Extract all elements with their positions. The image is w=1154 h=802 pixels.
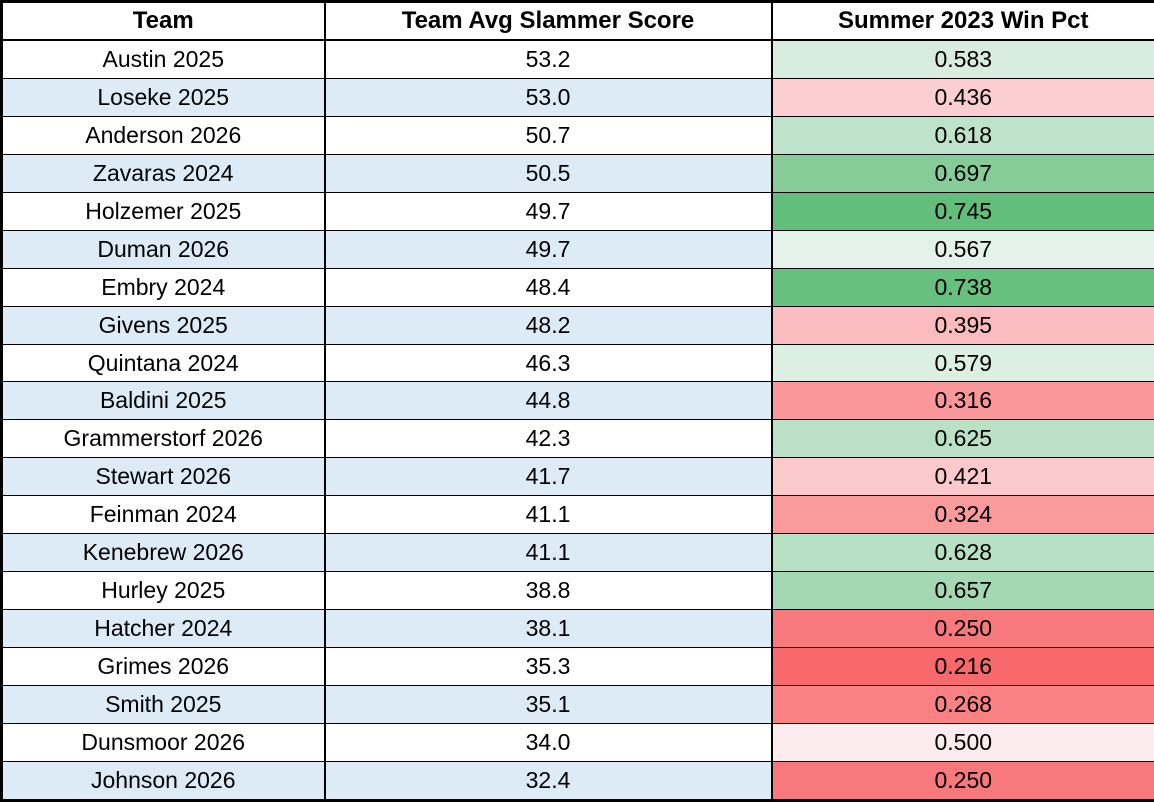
avg-slammer-score-cell: 49.7 xyxy=(323,191,773,231)
win-pct-cell: 0.697 xyxy=(770,153,1154,193)
table-row: Smith 2025 35.1 0.268 xyxy=(0,684,1154,724)
avg-slammer-score-cell: 53.0 xyxy=(323,78,773,118)
team-cell: Givens 2025 xyxy=(0,305,326,345)
avg-slammer-score-cell: 38.1 xyxy=(323,609,773,648)
avg-slammer-score-cell: 41.7 xyxy=(323,457,773,497)
header-cell-team: Team xyxy=(0,1,326,41)
table-row: Grimes 2026 35.3 0.216 xyxy=(0,646,1154,686)
team-cell: Anderson 2026 xyxy=(0,116,326,155)
team-cell: Grammerstorf 2026 xyxy=(0,419,326,459)
team-cell: Austin 2025 xyxy=(0,39,326,80)
avg-slammer-score-cell: 44.8 xyxy=(323,381,773,421)
avg-slammer-score-cell: 34.0 xyxy=(323,722,773,762)
avg-slammer-score-cell: 50.7 xyxy=(323,116,773,155)
table-row: Stewart 2026 41.7 0.421 xyxy=(0,457,1154,497)
win-pct-cell: 0.583 xyxy=(770,39,1154,80)
table-row: Kenebrew 2026 41.1 0.628 xyxy=(0,533,1154,573)
table-row: Zavaras 2024 50.5 0.697 xyxy=(0,153,1154,193)
team-cell: Johnson 2026 xyxy=(0,760,326,802)
avg-slammer-score-cell: 32.4 xyxy=(323,760,773,802)
win-pct-cell: 0.436 xyxy=(770,78,1154,118)
team-cell: Loseke 2025 xyxy=(0,78,326,118)
team-cell: Grimes 2026 xyxy=(0,646,326,686)
team-cell: Baldini 2025 xyxy=(0,381,326,421)
table-row: Hatcher 2024 38.1 0.250 xyxy=(0,609,1154,648)
team-cell: Duman 2026 xyxy=(0,229,326,269)
table-row: Loseke 2025 53.0 0.436 xyxy=(0,78,1154,118)
table-row: Grammerstorf 2026 42.3 0.625 xyxy=(0,419,1154,459)
win-pct-cell: 0.250 xyxy=(770,760,1154,802)
win-pct-cell: 0.268 xyxy=(770,684,1154,724)
win-pct-cell: 0.579 xyxy=(770,343,1154,383)
win-pct-cell: 0.500 xyxy=(770,722,1154,762)
team-cell: Hatcher 2024 xyxy=(0,609,326,648)
header-cell-win-pct: Summer 2023 Win Pct xyxy=(770,1,1154,41)
header-cell-avg-slammer-score: Team Avg Slammer Score xyxy=(323,1,773,41)
avg-slammer-score-cell: 48.2 xyxy=(323,305,773,345)
win-pct-cell: 0.618 xyxy=(770,116,1154,155)
table-body: Austin 2025 53.2 0.583 Loseke 2025 53.0 0.436… xyxy=(0,39,1154,802)
team-cell: Zavaras 2024 xyxy=(0,153,326,193)
team-cell: Hurley 2025 xyxy=(0,571,326,610)
avg-slammer-score-cell: 48.4 xyxy=(323,267,773,307)
team-cell: Quintana 2024 xyxy=(0,343,326,383)
team-cell: Kenebrew 2026 xyxy=(0,533,326,573)
win-pct-cell: 0.250 xyxy=(770,609,1154,648)
win-pct-cell: 0.324 xyxy=(770,495,1154,535)
avg-slammer-score-cell: 42.3 xyxy=(323,419,773,459)
win-pct-cell: 0.395 xyxy=(770,305,1154,345)
table-row: Dunsmoor 2026 34.0 0.500 xyxy=(0,722,1154,762)
avg-slammer-score-cell: 38.8 xyxy=(323,571,773,610)
table-row: Austin 2025 53.2 0.583 xyxy=(0,39,1154,80)
avg-slammer-score-cell: 46.3 xyxy=(323,343,773,383)
win-pct-cell: 0.745 xyxy=(770,191,1154,231)
win-pct-cell: 0.625 xyxy=(770,419,1154,459)
win-pct-cell: 0.657 xyxy=(770,571,1154,610)
team-cell: Holzemer 2025 xyxy=(0,191,326,231)
win-pct-cell: 0.738 xyxy=(770,267,1154,307)
table-row: Feinman 2024 41.1 0.324 xyxy=(0,495,1154,535)
table-header: Team Team Avg Slammer Score Summer 2023 … xyxy=(0,1,1154,41)
table-row: Anderson 2026 50.7 0.618 xyxy=(0,116,1154,155)
avg-slammer-score-cell: 41.1 xyxy=(323,495,773,535)
team-cell: Smith 2025 xyxy=(0,684,326,724)
avg-slammer-score-cell: 41.1 xyxy=(323,533,773,573)
team-cell: Dunsmoor 2026 xyxy=(0,722,326,762)
table-row: Embry 2024 48.4 0.738 xyxy=(0,267,1154,307)
avg-slammer-score-cell: 50.5 xyxy=(323,153,773,193)
table-row: Givens 2025 48.2 0.395 xyxy=(0,305,1154,345)
win-pct-cell: 0.628 xyxy=(770,533,1154,573)
table-row: Quintana 2024 46.3 0.579 xyxy=(0,343,1154,383)
avg-slammer-score-cell: 53.2 xyxy=(323,39,773,80)
table-row: Holzemer 2025 49.7 0.745 xyxy=(0,191,1154,231)
win-pct-cell: 0.216 xyxy=(770,646,1154,686)
header-row: Team Team Avg Slammer Score Summer 2023 … xyxy=(0,1,1154,41)
win-pct-cell: 0.316 xyxy=(770,381,1154,421)
table-row: Baldini 2025 44.8 0.316 xyxy=(0,381,1154,421)
team-cell: Stewart 2026 xyxy=(0,457,326,497)
avg-slammer-score-cell: 35.1 xyxy=(323,684,773,724)
table-row: Duman 2026 49.7 0.567 xyxy=(0,229,1154,269)
table-row: Hurley 2025 38.8 0.657 xyxy=(0,571,1154,610)
avg-slammer-score-cell: 35.3 xyxy=(323,646,773,686)
team-cell: Embry 2024 xyxy=(0,267,326,307)
table-row: Johnson 2026 32.4 0.250 xyxy=(0,760,1154,802)
team-cell: Feinman 2024 xyxy=(0,495,326,535)
win-pct-cell: 0.421 xyxy=(770,457,1154,497)
avg-slammer-score-cell: 49.7 xyxy=(323,229,773,269)
win-pct-cell: 0.567 xyxy=(770,229,1154,269)
